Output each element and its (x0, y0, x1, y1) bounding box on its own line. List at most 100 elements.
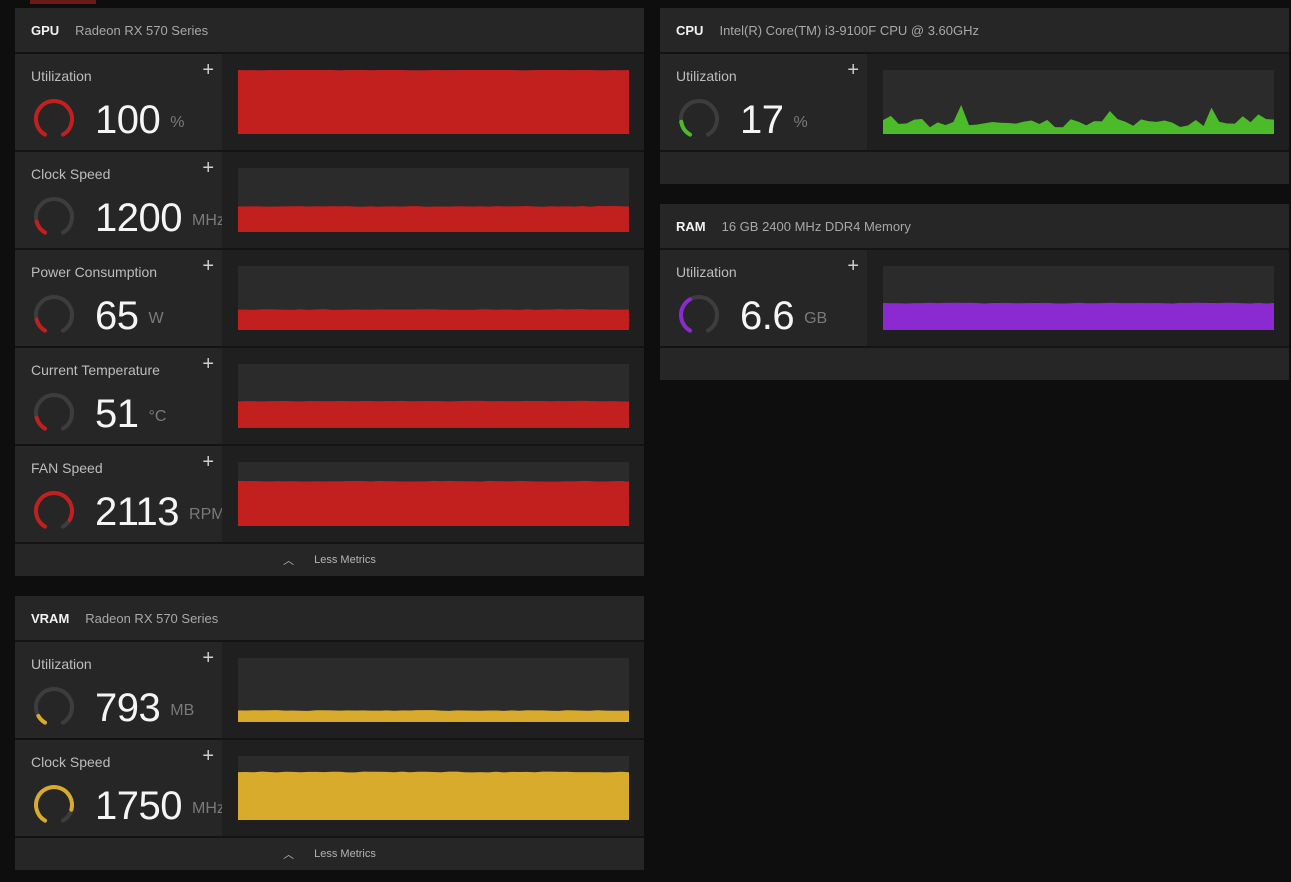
metric-graph-svg (238, 480, 629, 526)
vram-title: VRAM (31, 610, 70, 626)
metric-graph (238, 364, 629, 428)
metric-graph-area-fill (238, 400, 629, 428)
vram-panel: VRAM Radeon RX 570 Series Utilization +79… (15, 596, 644, 870)
metric-value: 65 (95, 294, 139, 338)
gauge-fill (34, 415, 47, 431)
metric-graph-svg (238, 400, 629, 428)
metric-graph-svg (238, 309, 629, 330)
add-metric-icon[interactable]: + (202, 647, 214, 669)
gauge-fill (34, 491, 74, 529)
gauge-icon (34, 393, 74, 431)
metric-graph-svg (238, 771, 629, 820)
cpu-metric-utilization: Utilization +17% (660, 54, 1289, 152)
vram-less-metrics-button[interactable]: ︿ Less Metrics (15, 838, 644, 870)
ram-metric-utilization: Utilization +6.6 GB (660, 250, 1289, 348)
gpu-metric-utilization: Utilization +100% (15, 54, 644, 152)
gpu-metric-current-temperature: Current Temperature +51 °C (15, 348, 644, 446)
metric-graph-area (222, 54, 644, 150)
metric-graph-area (222, 642, 644, 738)
metric-label: Clock Speed (31, 754, 111, 770)
metric-unit: % (170, 114, 185, 131)
metric-value: 100 (95, 98, 161, 142)
metric-value: 17 (740, 98, 784, 142)
ram-model: 16 GB 2400 MHz DDR4 Memory (721, 218, 911, 234)
metric-info: FAN Speed +2113 RPM (15, 446, 225, 542)
gauge-fill (36, 714, 47, 725)
metric-graph (238, 70, 629, 134)
gauge-icon (34, 295, 74, 333)
vram-metric-clock-speed: Clock Speed +1750 MHz (15, 740, 644, 838)
gauge-fill (34, 219, 47, 235)
metric-info: Current Temperature +51 °C (15, 348, 222, 444)
metric-value: 51 (95, 392, 139, 436)
less-metrics-label: Less Metrics (314, 554, 376, 566)
metric-graph (883, 70, 1274, 134)
add-metric-icon[interactable]: + (847, 255, 859, 277)
add-metric-icon[interactable]: + (202, 451, 214, 473)
ram-panel-footer (660, 348, 1289, 380)
cpu-panel-header: CPU Intel(R) Core(TM) i3-9100F CPU @ 3.6… (660, 8, 1289, 54)
gauge-fill (679, 119, 692, 137)
metric-graph-area-fill (238, 710, 629, 722)
ram-title: RAM (676, 218, 706, 234)
metric-label: Power Consumption (31, 264, 158, 280)
add-metric-icon[interactable]: + (202, 59, 214, 81)
metric-info: Clock Speed +1750 MHz (15, 740, 225, 836)
metric-graph-svg (883, 105, 1274, 134)
metric-info: Power Consumption +65 W (15, 250, 222, 346)
metric-unit: MHz (191, 800, 225, 817)
gauge-icon (679, 99, 719, 137)
vram-metric-utilization: Utilization +793 MB (15, 642, 644, 740)
gauge-icon (34, 197, 74, 235)
ram-panel: RAM 16 GB 2400 MHz DDR4 Memory Utilizati… (660, 204, 1289, 380)
add-metric-icon[interactable]: + (202, 157, 214, 179)
metric-graph-area-fill (238, 480, 629, 526)
gpu-panel-header: GPU Radeon RX 570 Series (15, 8, 644, 54)
gpu-less-metrics-button[interactable]: ︿ Less Metrics (15, 544, 644, 576)
add-metric-icon[interactable]: + (202, 255, 214, 277)
metric-info: Utilization +100% (15, 54, 222, 150)
metric-graph-area-fill (238, 206, 629, 232)
metric-label: Utilization (676, 68, 737, 84)
metric-graph-area-fill (238, 771, 629, 820)
metric-graph-area-fill (883, 302, 1274, 330)
gpu-metric-clock-speed: Clock Speed +1200 MHz (15, 152, 644, 250)
metric-graph-svg (238, 710, 629, 722)
metric-label: Clock Speed (31, 166, 111, 182)
metric-graph-svg (238, 70, 629, 134)
add-metric-icon[interactable]: + (847, 59, 859, 81)
metric-graph-area (867, 54, 1289, 150)
add-metric-icon[interactable]: + (202, 745, 214, 767)
cpu-panel-footer (660, 152, 1289, 184)
metric-graph-area-fill (883, 105, 1274, 134)
metric-graph (883, 266, 1274, 330)
gauge-icon (679, 295, 719, 333)
gpu-title: GPU (31, 22, 60, 38)
metric-label: Utilization (31, 68, 92, 84)
add-metric-icon[interactable]: + (202, 353, 214, 375)
metric-info: Utilization +793 MB (15, 642, 222, 738)
chevron-up-icon: ︿ (283, 555, 295, 567)
metric-label: Current Temperature (31, 362, 160, 378)
metric-value: 6.6 (740, 294, 795, 338)
gauge-icon (34, 99, 74, 137)
metric-unit: °C (148, 408, 167, 425)
metric-graph (238, 756, 629, 820)
gauge-fill (34, 317, 47, 333)
gauge-fill (34, 785, 74, 823)
metric-unit: MHz (191, 212, 225, 229)
metric-label: FAN Speed (31, 460, 103, 476)
gauge-track (34, 687, 74, 725)
gauge-fill (679, 297, 692, 333)
metric-unit: RPM (189, 506, 225, 523)
gpu-model: Radeon RX 570 Series (75, 22, 209, 38)
metric-graph (238, 462, 629, 526)
metric-graph-area (222, 250, 644, 346)
cpu-model: Intel(R) Core(TM) i3-9100F CPU @ 3.60GHz (719, 22, 979, 38)
metric-graph (238, 266, 629, 330)
gauge-icon (34, 785, 74, 823)
metric-graph-area-fill (238, 70, 629, 134)
metric-graph-area (222, 152, 644, 248)
metric-unit: MB (170, 702, 195, 719)
metric-graph-area (867, 250, 1289, 346)
